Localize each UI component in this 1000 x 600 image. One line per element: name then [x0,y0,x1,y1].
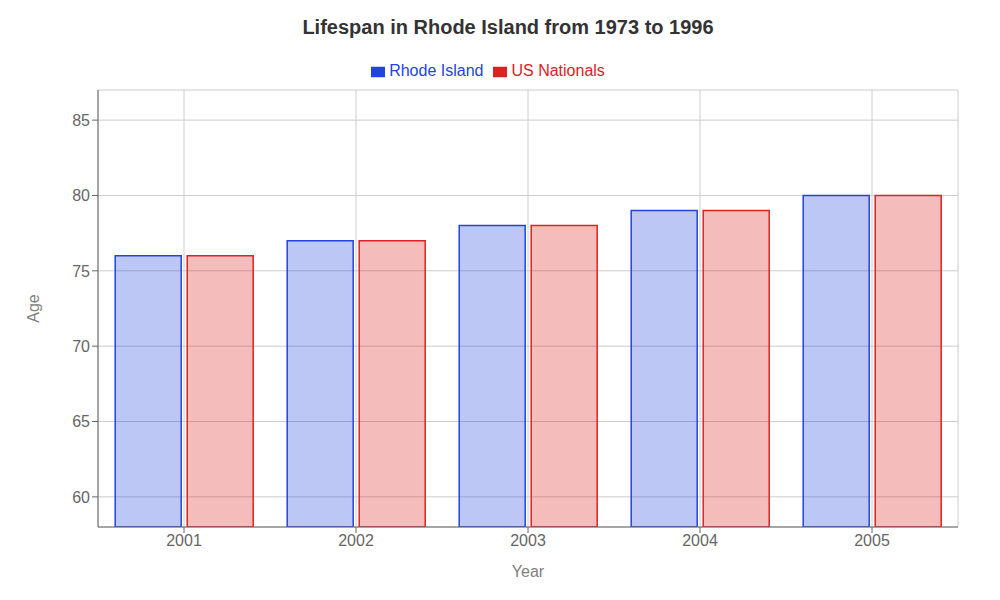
html-text:US Nationals: US Nationals [511,62,605,79]
svg-text:65: 65 [72,413,90,430]
svg-text:2002: 2002 [338,532,374,549]
svg-text:80: 80 [72,187,90,204]
html-text:Rhode Island: Rhode Island [389,62,484,79]
svg-text:2005: 2005 [854,532,890,549]
svg-text:Year: Year [512,563,545,580]
svg-text:75: 75 [72,263,90,280]
svg-text:70: 70 [72,338,90,355]
svg-text:60: 60 [72,489,90,506]
svg-text:2003: 2003 [510,532,546,549]
svg-text:Age: Age [25,294,42,323]
svg-text:2001: 2001 [166,532,202,549]
html-text:Lifespan in Rhode Island from: Lifespan in Rhode Island from 1973 to 19… [302,16,714,38]
svg-text:2004: 2004 [682,532,718,549]
svg-text:85: 85 [72,112,90,129]
